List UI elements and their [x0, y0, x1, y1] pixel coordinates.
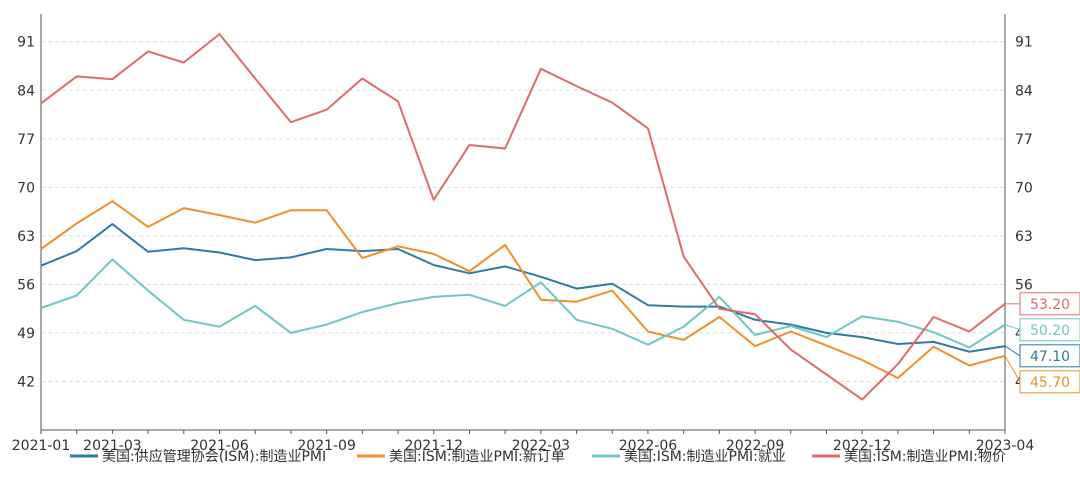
x-tick-label: 2021-03 [83, 438, 142, 454]
x-tick-label: 2023-04 [976, 438, 1035, 454]
y-tick-label-right: 63 [1015, 229, 1033, 245]
legend-item-1[interactable]: 美国:ISM:制造业PMI:新订单 [357, 449, 565, 465]
legend[interactable]: 美国:供应管理协会(ISM):制造业PMI 美国:ISM:制造业PMI:新订单 美国… [70, 448, 1006, 465]
y-tick-label-left: 56 [17, 277, 35, 293]
y-tick-label-right: 84 [1015, 83, 1033, 99]
x-tick-label: 2022-03 [512, 438, 571, 454]
end-label-box [1019, 370, 1080, 394]
legend-item-3[interactable]: 美国:ISM:制造业PMI:物价 [812, 449, 1006, 465]
end-label-box [1019, 344, 1080, 368]
end-label-3: 53.20 [1030, 297, 1070, 313]
x-tick-label: 2022-12 [833, 438, 892, 454]
x-tick-label: 2022-06 [619, 438, 678, 454]
y-tick-label-left: 49 [17, 326, 35, 342]
end-label-leader [1004, 324, 1021, 331]
y-tick-label-left: 63 [17, 229, 35, 245]
y-tick-label-right: 77 [1015, 132, 1033, 148]
x-tick-label: 2021-01 [12, 438, 71, 454]
legend-label: 美国:ISM:制造业PMI:物价 [844, 449, 1006, 465]
end-labels: 47.10 45.70 50.20 53.20 [1004, 292, 1080, 394]
end-label-2: 50.20 [1030, 323, 1070, 339]
series-line-1 [40, 200, 1006, 379]
series-layer [40, 33, 1006, 401]
end-label-box [1019, 318, 1080, 342]
series-line-3 [40, 33, 1006, 401]
legend-item-0[interactable]: 美国:供应管理协会(ISM):制造业PMI [70, 448, 326, 465]
legend-item-2[interactable]: 美国:ISM:制造业PMI:就业 [592, 449, 786, 465]
x-tick-label: 2021-09 [297, 438, 356, 454]
end-label-0: 47.10 [1030, 349, 1070, 365]
end-label-leader [1004, 355, 1021, 383]
end-label-box [1019, 292, 1080, 316]
y-tick-label-left: 84 [17, 83, 35, 99]
x-tick-label: 2021-06 [190, 438, 249, 454]
legend-label: 美国:ISM:制造业PMI:就业 [624, 449, 786, 465]
y-tick-label-left: 91 [17, 35, 35, 51]
y-tick-label-left: 70 [17, 180, 35, 196]
series-line-2 [40, 258, 1006, 349]
end-label-leader [1004, 345, 1021, 357]
legend-label: 美国:ISM:制造业PMI:新订单 [389, 449, 565, 465]
x-tick-label: 2022-09 [726, 438, 785, 454]
end-label-1: 45.70 [1030, 375, 1070, 391]
grid [41, 41, 1005, 382]
x-tick-label: 2021-12 [404, 438, 463, 454]
y-tick-label-left: 77 [17, 132, 35, 148]
y-tick-label-left: 42 [17, 374, 35, 390]
y-tick-label-right: 70 [1015, 180, 1033, 196]
y-tick-label-right: 91 [1015, 35, 1033, 51]
axes: 424249495656636370707777848491912021-012… [12, 14, 1035, 454]
legend-label: 美国:供应管理协会(ISM):制造业PMI [102, 448, 326, 465]
y-tick-label-right: 56 [1015, 277, 1033, 293]
